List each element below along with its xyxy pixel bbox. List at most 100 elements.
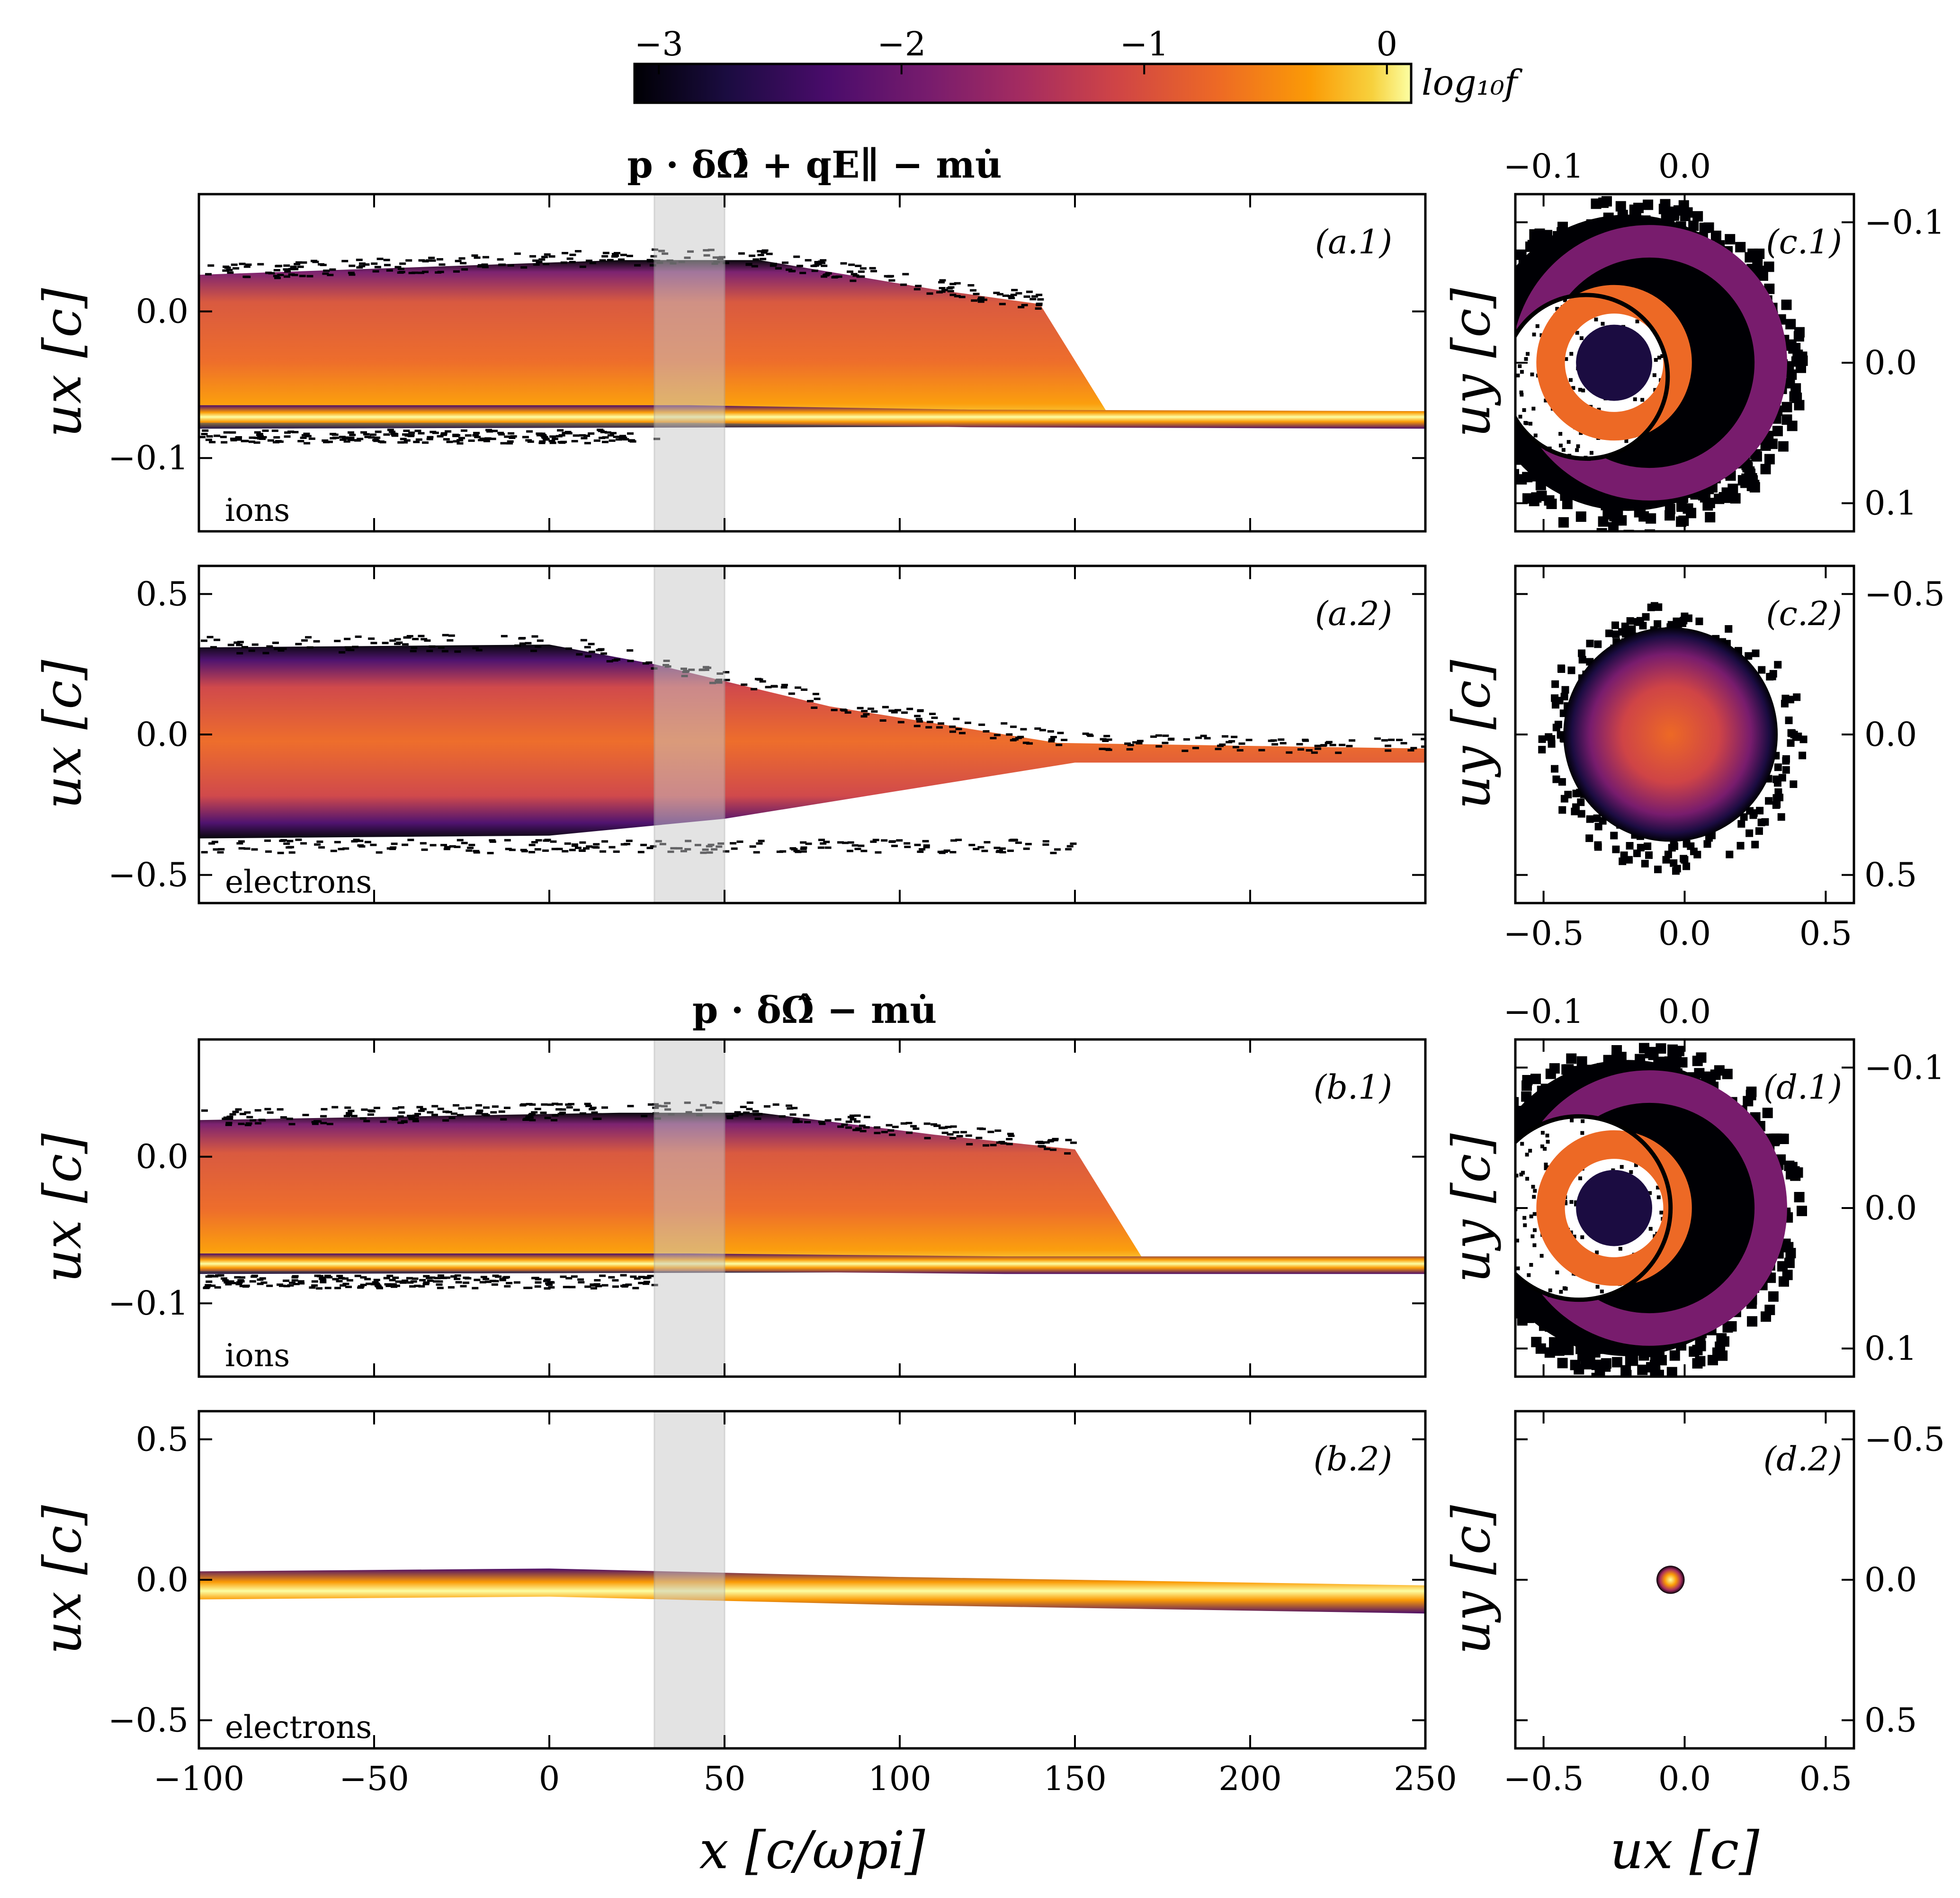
noise-pixel bbox=[1044, 1147, 1051, 1150]
noise-pixel bbox=[460, 262, 467, 265]
noise-pixel bbox=[1785, 716, 1793, 725]
noise-pixel bbox=[480, 1276, 487, 1279]
noise-pixel bbox=[249, 1280, 256, 1283]
noise-pixel bbox=[427, 436, 434, 439]
noise-pixel bbox=[311, 1284, 318, 1287]
noise-pixel bbox=[1501, 1105, 1511, 1116]
noise-pixel bbox=[1692, 1358, 1703, 1369]
noise-pixel bbox=[1563, 1344, 1574, 1355]
noise-pixel bbox=[428, 257, 435, 260]
noise-pixel bbox=[1558, 778, 1566, 786]
noise-pixel bbox=[431, 1105, 439, 1108]
noise-pixel bbox=[925, 726, 932, 729]
noise-pixel bbox=[556, 848, 563, 851]
noise-pixel bbox=[531, 1111, 538, 1114]
noise-pixel bbox=[222, 1279, 229, 1282]
y-tick-label: 0.0 bbox=[136, 292, 188, 331]
noise-pixel bbox=[1020, 728, 1027, 731]
noise-pixel bbox=[1794, 1191, 1805, 1202]
noise-pixel bbox=[1010, 294, 1017, 296]
noise-pixel bbox=[891, 711, 898, 714]
noise-pixel bbox=[627, 432, 634, 435]
noise-pixel bbox=[1010, 725, 1017, 728]
noise-pixel bbox=[251, 848, 258, 851]
noise-pixel bbox=[423, 1281, 430, 1284]
noise-pixel bbox=[977, 846, 984, 849]
noise-pixel bbox=[563, 1286, 570, 1289]
noise-pixel bbox=[588, 650, 595, 653]
noise-pixel bbox=[855, 1127, 862, 1130]
noise-pixel bbox=[1008, 839, 1015, 842]
noise-pixel bbox=[1578, 1176, 1582, 1181]
noise-pixel bbox=[1524, 357, 1528, 361]
noise-pixel bbox=[1566, 440, 1571, 444]
noise-pixel bbox=[529, 1119, 536, 1121]
noise-pixel bbox=[760, 258, 767, 260]
noise-pixel bbox=[1730, 493, 1741, 504]
noise-pixel bbox=[499, 1279, 506, 1281]
noise-pixel bbox=[342, 1277, 349, 1280]
noise-pixel bbox=[850, 279, 857, 282]
x-tick-label: 150 bbox=[1043, 1759, 1107, 1798]
noise-pixel bbox=[1569, 352, 1574, 356]
noise-pixel bbox=[1797, 1206, 1808, 1217]
noise-pixel bbox=[1278, 738, 1285, 741]
noise-pixel bbox=[1554, 1345, 1565, 1356]
noise-pixel bbox=[593, 439, 600, 442]
noise-pixel bbox=[1150, 735, 1157, 738]
noise-pixel bbox=[229, 1113, 236, 1116]
noise-pixel bbox=[1726, 851, 1734, 859]
noise-pixel bbox=[730, 842, 737, 845]
noise-pixel bbox=[408, 271, 415, 274]
noise-pixel bbox=[430, 844, 437, 847]
noise-pixel bbox=[892, 1126, 899, 1128]
noise-pixel bbox=[1644, 842, 1652, 851]
noise-pixel bbox=[481, 1113, 488, 1116]
noise-pixel bbox=[453, 270, 460, 273]
noise-pixel bbox=[1530, 1234, 1535, 1238]
noise-pixel bbox=[461, 842, 468, 844]
noise-pixel bbox=[751, 688, 758, 690]
noise-pixel bbox=[1600, 1289, 1604, 1294]
noise-pixel bbox=[600, 850, 607, 853]
noise-pixel bbox=[353, 839, 360, 842]
noise-pixel bbox=[397, 1121, 404, 1124]
noise-pixel bbox=[990, 737, 997, 740]
noise-pixel bbox=[756, 1113, 763, 1116]
noise-pixel bbox=[1510, 349, 1513, 353]
noise-pixel bbox=[1374, 737, 1381, 740]
noise-pixel bbox=[1533, 1189, 1537, 1193]
noise-pixel bbox=[498, 1110, 505, 1113]
noise-pixel bbox=[1498, 451, 1509, 462]
noise-pixel bbox=[647, 1274, 654, 1277]
noise-pixel bbox=[467, 846, 474, 849]
noise-pixel bbox=[823, 273, 830, 276]
noise-pixel bbox=[1219, 743, 1226, 746]
noise-pixel bbox=[1011, 289, 1018, 292]
noise-pixel bbox=[613, 850, 620, 853]
noise-pixel bbox=[463, 1276, 470, 1279]
noise-pixel bbox=[370, 843, 377, 846]
noise-pixel bbox=[936, 291, 943, 294]
noise-pixel bbox=[581, 437, 588, 439]
noise-pixel bbox=[1648, 1227, 1653, 1231]
noise-pixel bbox=[410, 650, 417, 653]
noise-pixel bbox=[274, 277, 281, 279]
noise-pixel bbox=[238, 1280, 245, 1283]
noise-pixel bbox=[585, 1104, 592, 1107]
noise-pixel bbox=[1124, 742, 1131, 745]
noise-pixel bbox=[984, 841, 991, 844]
noise-pixel bbox=[380, 1120, 387, 1123]
noise-pixel bbox=[271, 430, 278, 432]
noise-pixel bbox=[1560, 795, 1568, 803]
noise-pixel bbox=[1557, 1358, 1568, 1369]
y-axis-title: uy [c] bbox=[1441, 1133, 1502, 1282]
noise-pixel bbox=[201, 851, 208, 854]
noise-pixel bbox=[357, 840, 364, 842]
noise-pixel bbox=[971, 299, 978, 302]
noise-pixel bbox=[483, 439, 490, 442]
noise-pixel bbox=[1314, 744, 1321, 747]
noise-pixel bbox=[370, 433, 377, 436]
noise-pixel bbox=[431, 1113, 438, 1116]
noise-pixel bbox=[257, 1278, 264, 1281]
